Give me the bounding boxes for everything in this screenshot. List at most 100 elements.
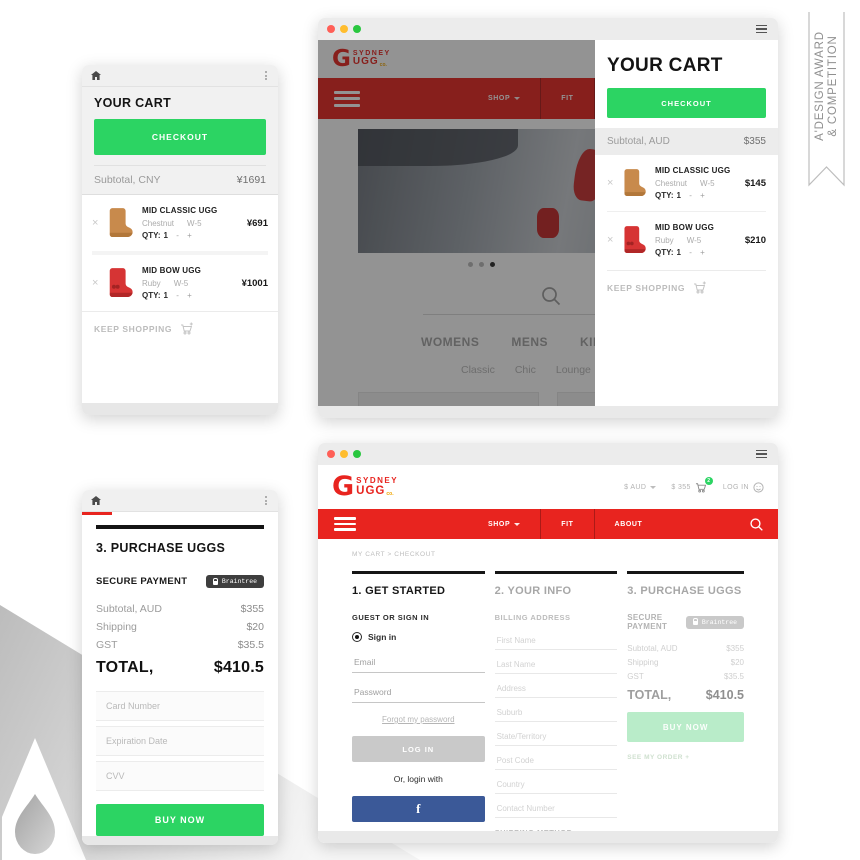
post-code-field[interactable] bbox=[494, 752, 618, 770]
browser-menu-icon[interactable] bbox=[754, 446, 769, 463]
browser-menu-icon[interactable] bbox=[754, 21, 769, 38]
forgot-password-link[interactable]: Forgot my password bbox=[382, 715, 455, 724]
summary-row: GST $35.5 bbox=[96, 639, 264, 651]
product-image-chestnut-boot bbox=[621, 168, 647, 198]
keep-shopping-link[interactable]: KEEP SHOPPING bbox=[82, 311, 278, 345]
carousel-dot-active[interactable] bbox=[490, 262, 495, 267]
item-color: Ruby bbox=[655, 235, 674, 245]
hamburger-menu-icon[interactable] bbox=[334, 514, 356, 534]
home-icon[interactable] bbox=[91, 496, 101, 505]
step-purchase: 3. PURCHASE UGGS SECURE PAYMENT Braintre… bbox=[627, 571, 745, 843]
qty-increase[interactable]: + bbox=[187, 231, 192, 240]
tab-mens[interactable]: MENS bbox=[511, 335, 549, 349]
cart-link[interactable]: $ 355 2 bbox=[671, 477, 713, 493]
remove-item-icon[interactable]: × bbox=[92, 276, 99, 289]
card-number-field[interactable] bbox=[96, 691, 264, 721]
total-row: TOTAL, $410.5 bbox=[627, 688, 744, 702]
kebab-menu-icon[interactable] bbox=[263, 494, 269, 507]
subtab-chic[interactable]: Chic bbox=[514, 364, 536, 376]
qty-decrease[interactable]: - bbox=[689, 248, 692, 257]
subtab-lounge[interactable]: Lounge bbox=[555, 364, 591, 376]
checkout-button[interactable]: CHECKOUT bbox=[94, 119, 266, 155]
signin-radio[interactable]: Sign in bbox=[352, 632, 485, 642]
nav-fit-label: FIT bbox=[561, 95, 574, 102]
logo-line2: UGG bbox=[352, 56, 379, 68]
first-name-field[interactable] bbox=[494, 632, 618, 650]
remove-item-icon[interactable]: × bbox=[607, 176, 614, 189]
currency-label: $ AUD bbox=[624, 483, 647, 491]
qty-increase[interactable]: + bbox=[700, 248, 705, 257]
country-field[interactable] bbox=[494, 776, 618, 794]
remove-item-icon[interactable]: × bbox=[607, 233, 614, 246]
summary-label: Shipping bbox=[96, 621, 137, 633]
tablet-checkout-window: G SYDNEY UGG co. $ AUD $ 355 2 LOG IN bbox=[318, 443, 778, 843]
buy-now-button-disabled[interactable]: BUY NOW bbox=[627, 712, 745, 742]
breadcrumb[interactable]: MY CART > CHECKOUT bbox=[352, 551, 436, 558]
logo-line1: SYDNEY bbox=[352, 50, 391, 58]
drawer-cart-title: YOUR CART bbox=[607, 55, 723, 76]
tab-womens[interactable]: WOMENS bbox=[421, 335, 480, 349]
contact-number-field[interactable] bbox=[494, 800, 618, 818]
cart-item-list: × MID CLASSIC UGG Chestnut W-5 QTY: 1 - bbox=[607, 155, 766, 268]
login-button[interactable]: LOG IN bbox=[352, 736, 485, 762]
address-field[interactable] bbox=[494, 680, 618, 698]
summary-value: $20 bbox=[730, 657, 745, 667]
keep-shopping-link[interactable]: KEEP SHOPPING bbox=[607, 270, 766, 304]
step-title: 2. YOUR INFO bbox=[494, 585, 572, 597]
sydney-ugg-logo[interactable]: G SYDNEY UGG co. bbox=[332, 47, 391, 70]
item-size: W-5 bbox=[700, 178, 715, 188]
item-qty: QTY: 1 - + bbox=[142, 291, 242, 300]
product-image-ruby-boot bbox=[106, 267, 134, 299]
qty-decrease[interactable]: - bbox=[176, 291, 179, 300]
nav-shop[interactable]: SHOP bbox=[468, 509, 540, 539]
qty-increase[interactable]: + bbox=[700, 191, 705, 200]
remove-item-icon[interactable]: × bbox=[92, 216, 99, 229]
search-icon[interactable] bbox=[540, 285, 562, 312]
qty-increase[interactable]: + bbox=[187, 291, 192, 300]
site-header: G SYDNEY UGG co. $ AUD $ 355 2 LOG IN bbox=[318, 465, 778, 509]
traffic-light-zoom[interactable] bbox=[353, 25, 361, 33]
nav-shop[interactable]: SHOP bbox=[468, 78, 540, 119]
subtotal-row: Subtotal, CNY ¥1691 bbox=[94, 165, 266, 194]
buy-now-button[interactable]: BUY NOW bbox=[96, 804, 264, 836]
step-title: 1. GET STARTED bbox=[352, 585, 446, 597]
home-icon[interactable] bbox=[91, 71, 101, 80]
item-info: MID BOW UGG Ruby W-5 QTY: 1 - + bbox=[655, 223, 745, 257]
product-image-chestnut-boot bbox=[106, 207, 134, 239]
carousel-dot[interactable] bbox=[479, 262, 484, 267]
traffic-light-minimize[interactable] bbox=[340, 25, 348, 33]
login-link[interactable]: LOG IN bbox=[723, 481, 764, 493]
qty-decrease[interactable]: - bbox=[689, 191, 692, 200]
total-value: $410.5 bbox=[705, 688, 745, 702]
summary-label: Subtotal, AUD bbox=[627, 643, 678, 653]
search-icon[interactable] bbox=[749, 517, 764, 532]
nav-about[interactable]: ABOUT bbox=[595, 509, 663, 539]
subtab-classic[interactable]: Classic bbox=[461, 364, 495, 376]
keep-shopping-label: KEEP SHOPPING bbox=[607, 282, 686, 293]
last-name-field[interactable] bbox=[494, 656, 618, 674]
state-territory-field[interactable] bbox=[494, 728, 618, 746]
see-my-order-link[interactable]: SEE MY ORDER + bbox=[627, 754, 690, 761]
summary-row: Subtotal, AUD $355 bbox=[96, 603, 264, 615]
currency-selector[interactable]: $ AUD bbox=[624, 483, 657, 491]
traffic-light-close[interactable] bbox=[327, 25, 335, 33]
traffic-light-zoom[interactable] bbox=[353, 450, 361, 458]
cart-plus-icon bbox=[181, 322, 193, 335]
nav-fit[interactable]: FIT bbox=[540, 509, 595, 539]
kebab-menu-icon[interactable] bbox=[263, 69, 269, 82]
suburb-field[interactable] bbox=[494, 704, 618, 722]
payment-content: 3. PURCHASE UGGS SECURE PAYMENT Braintre… bbox=[82, 515, 278, 836]
hamburger-menu-icon[interactable] bbox=[334, 87, 360, 110]
traffic-light-close[interactable] bbox=[327, 450, 335, 458]
qty-decrease[interactable]: - bbox=[176, 231, 179, 240]
carousel-dot[interactable] bbox=[468, 262, 473, 267]
sydney-ugg-logo[interactable]: G SYDNEY UGG co. bbox=[332, 473, 398, 500]
traffic-light-minimize[interactable] bbox=[340, 450, 348, 458]
nav-fit[interactable]: FIT bbox=[540, 78, 595, 119]
checkout-button[interactable]: CHECKOUT bbox=[607, 88, 766, 118]
expiration-date-field[interactable] bbox=[96, 726, 264, 756]
password-field[interactable] bbox=[352, 682, 485, 703]
facebook-login-button[interactable]: f bbox=[352, 796, 485, 822]
cvv-field[interactable] bbox=[96, 761, 264, 791]
email-field[interactable] bbox=[352, 652, 485, 673]
